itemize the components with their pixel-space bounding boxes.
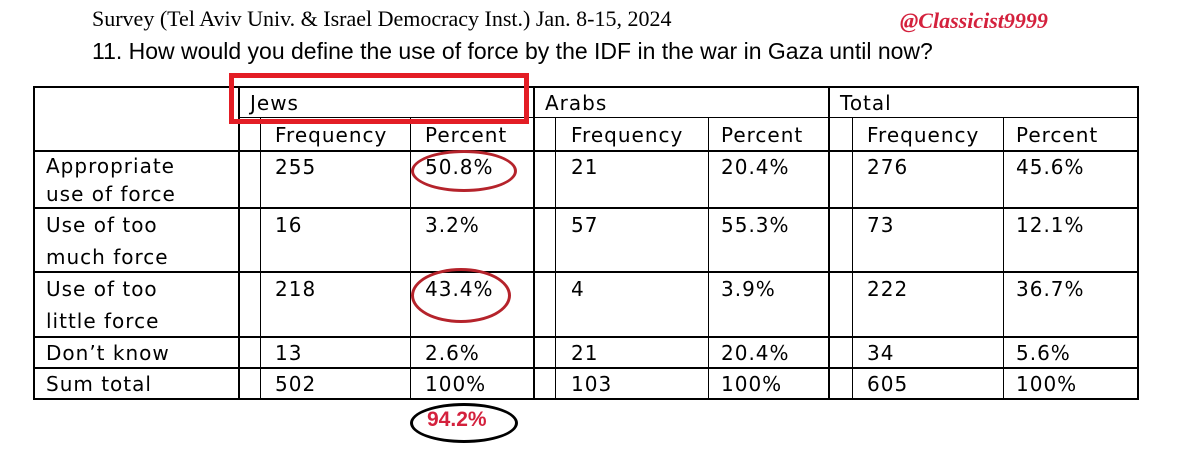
col-header-arabs-frequency: Frequency	[571, 123, 684, 147]
row-label-too-little: Use of too little force	[46, 277, 160, 333]
table-cell: 100%	[425, 372, 487, 396]
table-cell: 13	[275, 341, 303, 365]
table-cell: 5.6%	[1016, 341, 1071, 365]
table-cell: 103	[571, 372, 613, 396]
table-cell: 57	[571, 213, 599, 237]
table-cell: 100%	[721, 372, 783, 396]
table-cell: 21	[571, 341, 599, 365]
col-header-jews-frequency: Frequency	[275, 123, 388, 147]
col-header-total-frequency: Frequency	[867, 123, 980, 147]
watermark-handle: @Classicist9999	[900, 8, 1048, 33]
group-header-total: Total	[840, 91, 892, 115]
col-header-total-percent: Percent	[1016, 123, 1099, 147]
table-cell: 16	[275, 213, 303, 237]
jews-too-little-circle	[411, 268, 511, 323]
table-cell: 255	[275, 155, 317, 179]
row-label-sum-total: Sum total	[46, 372, 152, 396]
table-cell: 218	[275, 277, 317, 301]
table-cell: 55.3%	[721, 213, 790, 237]
table-cell: 222	[867, 277, 909, 301]
table-cell: 20.4%	[721, 155, 790, 179]
col-header-arabs-percent: Percent	[721, 123, 804, 147]
question-title: 11. How would you define the use of forc…	[92, 38, 933, 64]
table-cell: 45.6%	[1016, 155, 1085, 179]
table-cell: 4	[571, 277, 585, 301]
group-header-jews: Jews	[250, 91, 299, 115]
row-label-appropriate: Appropriate use of force	[46, 154, 176, 206]
row-label-dont-know: Don’t know	[46, 341, 170, 365]
table-cell: 12.1%	[1016, 213, 1085, 237]
col-header-jews-percent: Percent	[425, 123, 508, 147]
table-cell: 3.9%	[721, 277, 776, 301]
jews-appropriate-circle	[411, 150, 517, 192]
table-cell: 73	[867, 213, 895, 237]
table-cell: 605	[867, 372, 909, 396]
row-label-too-much: Use of too much force	[46, 213, 169, 269]
table-cell: 36.7%	[1016, 277, 1085, 301]
table-cell: 276	[867, 155, 909, 179]
jews-highlight-box	[229, 73, 529, 124]
group-header-arabs: Arabs	[545, 91, 608, 115]
table-cell: 3.2%	[425, 213, 480, 237]
table-cell: 100%	[1016, 372, 1078, 396]
table-cell: 20.4%	[721, 341, 790, 365]
sum-annotation-value: 94.2%	[427, 408, 487, 431]
sum-annotation-circle	[410, 403, 518, 443]
table-cell: 502	[275, 372, 317, 396]
table-cell: 21	[571, 155, 599, 179]
survey-source: Survey (Tel Aviv Univ. & Israel Democrac…	[92, 6, 672, 31]
table-cell: 2.6%	[425, 341, 480, 365]
table-cell: 34	[867, 341, 895, 365]
